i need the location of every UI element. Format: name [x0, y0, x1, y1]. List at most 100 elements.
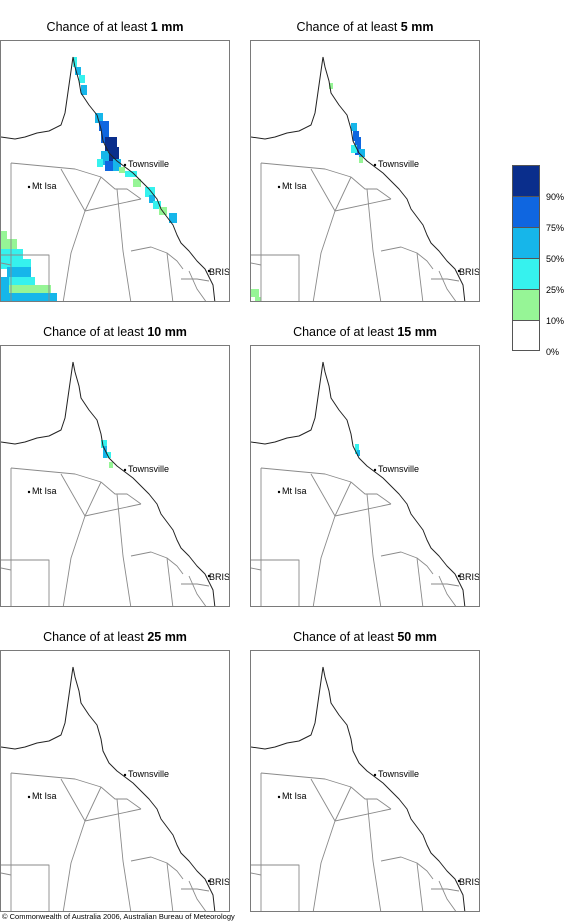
district-boundary — [416, 252, 424, 301]
state-border — [1, 254, 50, 301]
brisbane-marker — [457, 574, 461, 578]
probability-cell — [105, 161, 115, 171]
brisbane-label: BRIS — [459, 267, 480, 277]
district-boundary — [181, 278, 210, 282]
probability-cell — [1, 259, 31, 269]
district-boundary — [1, 567, 12, 571]
probability-cell — [255, 297, 261, 301]
map-50mm: Townsville Mt Isa BRIS — [250, 650, 480, 912]
district-boundary — [366, 188, 382, 301]
district-boundary — [438, 880, 457, 911]
probability-cell — [119, 167, 125, 173]
mt-isa-label: Mt Isa — [282, 181, 307, 191]
district-boundary — [62, 786, 102, 911]
probability-cell — [109, 147, 119, 161]
district-boundary — [310, 168, 336, 212]
east-coastline — [322, 56, 466, 301]
probability-cell — [97, 159, 103, 167]
brisbane-label: BRIS — [459, 572, 480, 582]
probability-cell — [353, 131, 359, 141]
copyright-notice: © Commonwealth of Australia 2006, Austra… — [2, 912, 235, 921]
legend-swatch-10 — [512, 289, 540, 320]
district-boundary — [60, 168, 86, 212]
map-10mm: Townsville Mt Isa BRIS — [0, 345, 230, 607]
townsville-marker — [123, 773, 127, 777]
probability-cell — [145, 187, 155, 197]
probability-cell — [107, 452, 111, 458]
district-boundary — [188, 575, 207, 606]
probability-cell — [113, 159, 121, 171]
district-boundary — [431, 888, 460, 892]
district-boundary — [116, 798, 132, 911]
district-boundary — [431, 583, 460, 587]
district-boundary — [380, 246, 434, 270]
district-boundary — [116, 188, 132, 301]
district-boundary — [312, 481, 352, 606]
district-boundary — [84, 198, 142, 212]
district-boundary — [188, 880, 207, 911]
probability-cell — [355, 444, 359, 454]
district-boundary — [62, 176, 102, 301]
townsville-marker — [123, 163, 127, 167]
panel-title: Chance of at least 10 mm — [43, 325, 187, 339]
mt-isa-label: Mt Isa — [282, 791, 307, 801]
townsville-label: Townsville — [128, 769, 170, 779]
district-boundary — [251, 872, 262, 876]
brisbane-marker — [207, 269, 211, 273]
district-boundary — [310, 778, 336, 822]
district-boundary — [312, 786, 352, 911]
probability-cell — [359, 157, 363, 163]
district-boundary — [130, 551, 184, 575]
legend-label-0: 0% — [546, 347, 560, 357]
mt-isa-label: Mt Isa — [282, 486, 307, 496]
probability-cell — [133, 179, 141, 187]
probability-cell — [357, 450, 360, 456]
probability-cell — [359, 149, 365, 157]
legend-label-75: 75% — [546, 223, 565, 233]
district-boundary — [260, 162, 352, 178]
probability-cell — [351, 123, 357, 131]
brisbane-marker — [457, 879, 461, 883]
probability-cell — [95, 113, 103, 123]
map-svg — [251, 361, 466, 606]
probability-cell — [1, 285, 51, 293]
probability-cell — [99, 121, 109, 131]
mt-isa-label: Mt Isa — [32, 181, 57, 191]
probability-cell — [251, 289, 259, 297]
district-boundary — [166, 252, 174, 301]
district-boundary — [1, 262, 12, 266]
state-border — [1, 559, 50, 606]
townsville-label: Townsville — [128, 464, 170, 474]
district-boundary — [130, 246, 184, 270]
district-boundary — [366, 798, 382, 911]
probability-cell — [79, 75, 85, 83]
gulf-coastline — [1, 361, 74, 445]
townsville-label: Townsville — [378, 464, 420, 474]
gulf-coastline — [1, 666, 74, 750]
district-boundary — [10, 162, 102, 178]
probability-cell — [101, 440, 107, 448]
map-svg — [251, 56, 466, 301]
legend-label-10: 10% — [546, 316, 565, 326]
legend-label-90: 90% — [546, 192, 565, 202]
legend-swatch-90 — [512, 165, 540, 196]
district-boundary — [62, 481, 102, 606]
mt-isa-marker — [27, 490, 31, 494]
panel-title: Chance of at least 5 mm — [296, 20, 434, 34]
gulf-coastline — [251, 666, 324, 750]
mt-isa-marker — [277, 185, 281, 189]
district-boundary — [251, 262, 262, 266]
probability-cell — [351, 145, 357, 153]
probability-cell — [1, 277, 35, 285]
mt-isa-marker — [27, 185, 31, 189]
state-border — [1, 864, 50, 911]
gulf-coastline — [1, 56, 74, 140]
probability-cell — [169, 213, 177, 223]
probability-cell — [103, 446, 107, 458]
probability-cell — [109, 462, 113, 468]
mt-isa-marker — [27, 795, 31, 799]
district-boundary — [100, 176, 142, 200]
district-boundary — [260, 467, 352, 483]
district-boundary — [334, 503, 392, 517]
mt-isa-label: Mt Isa — [32, 791, 57, 801]
